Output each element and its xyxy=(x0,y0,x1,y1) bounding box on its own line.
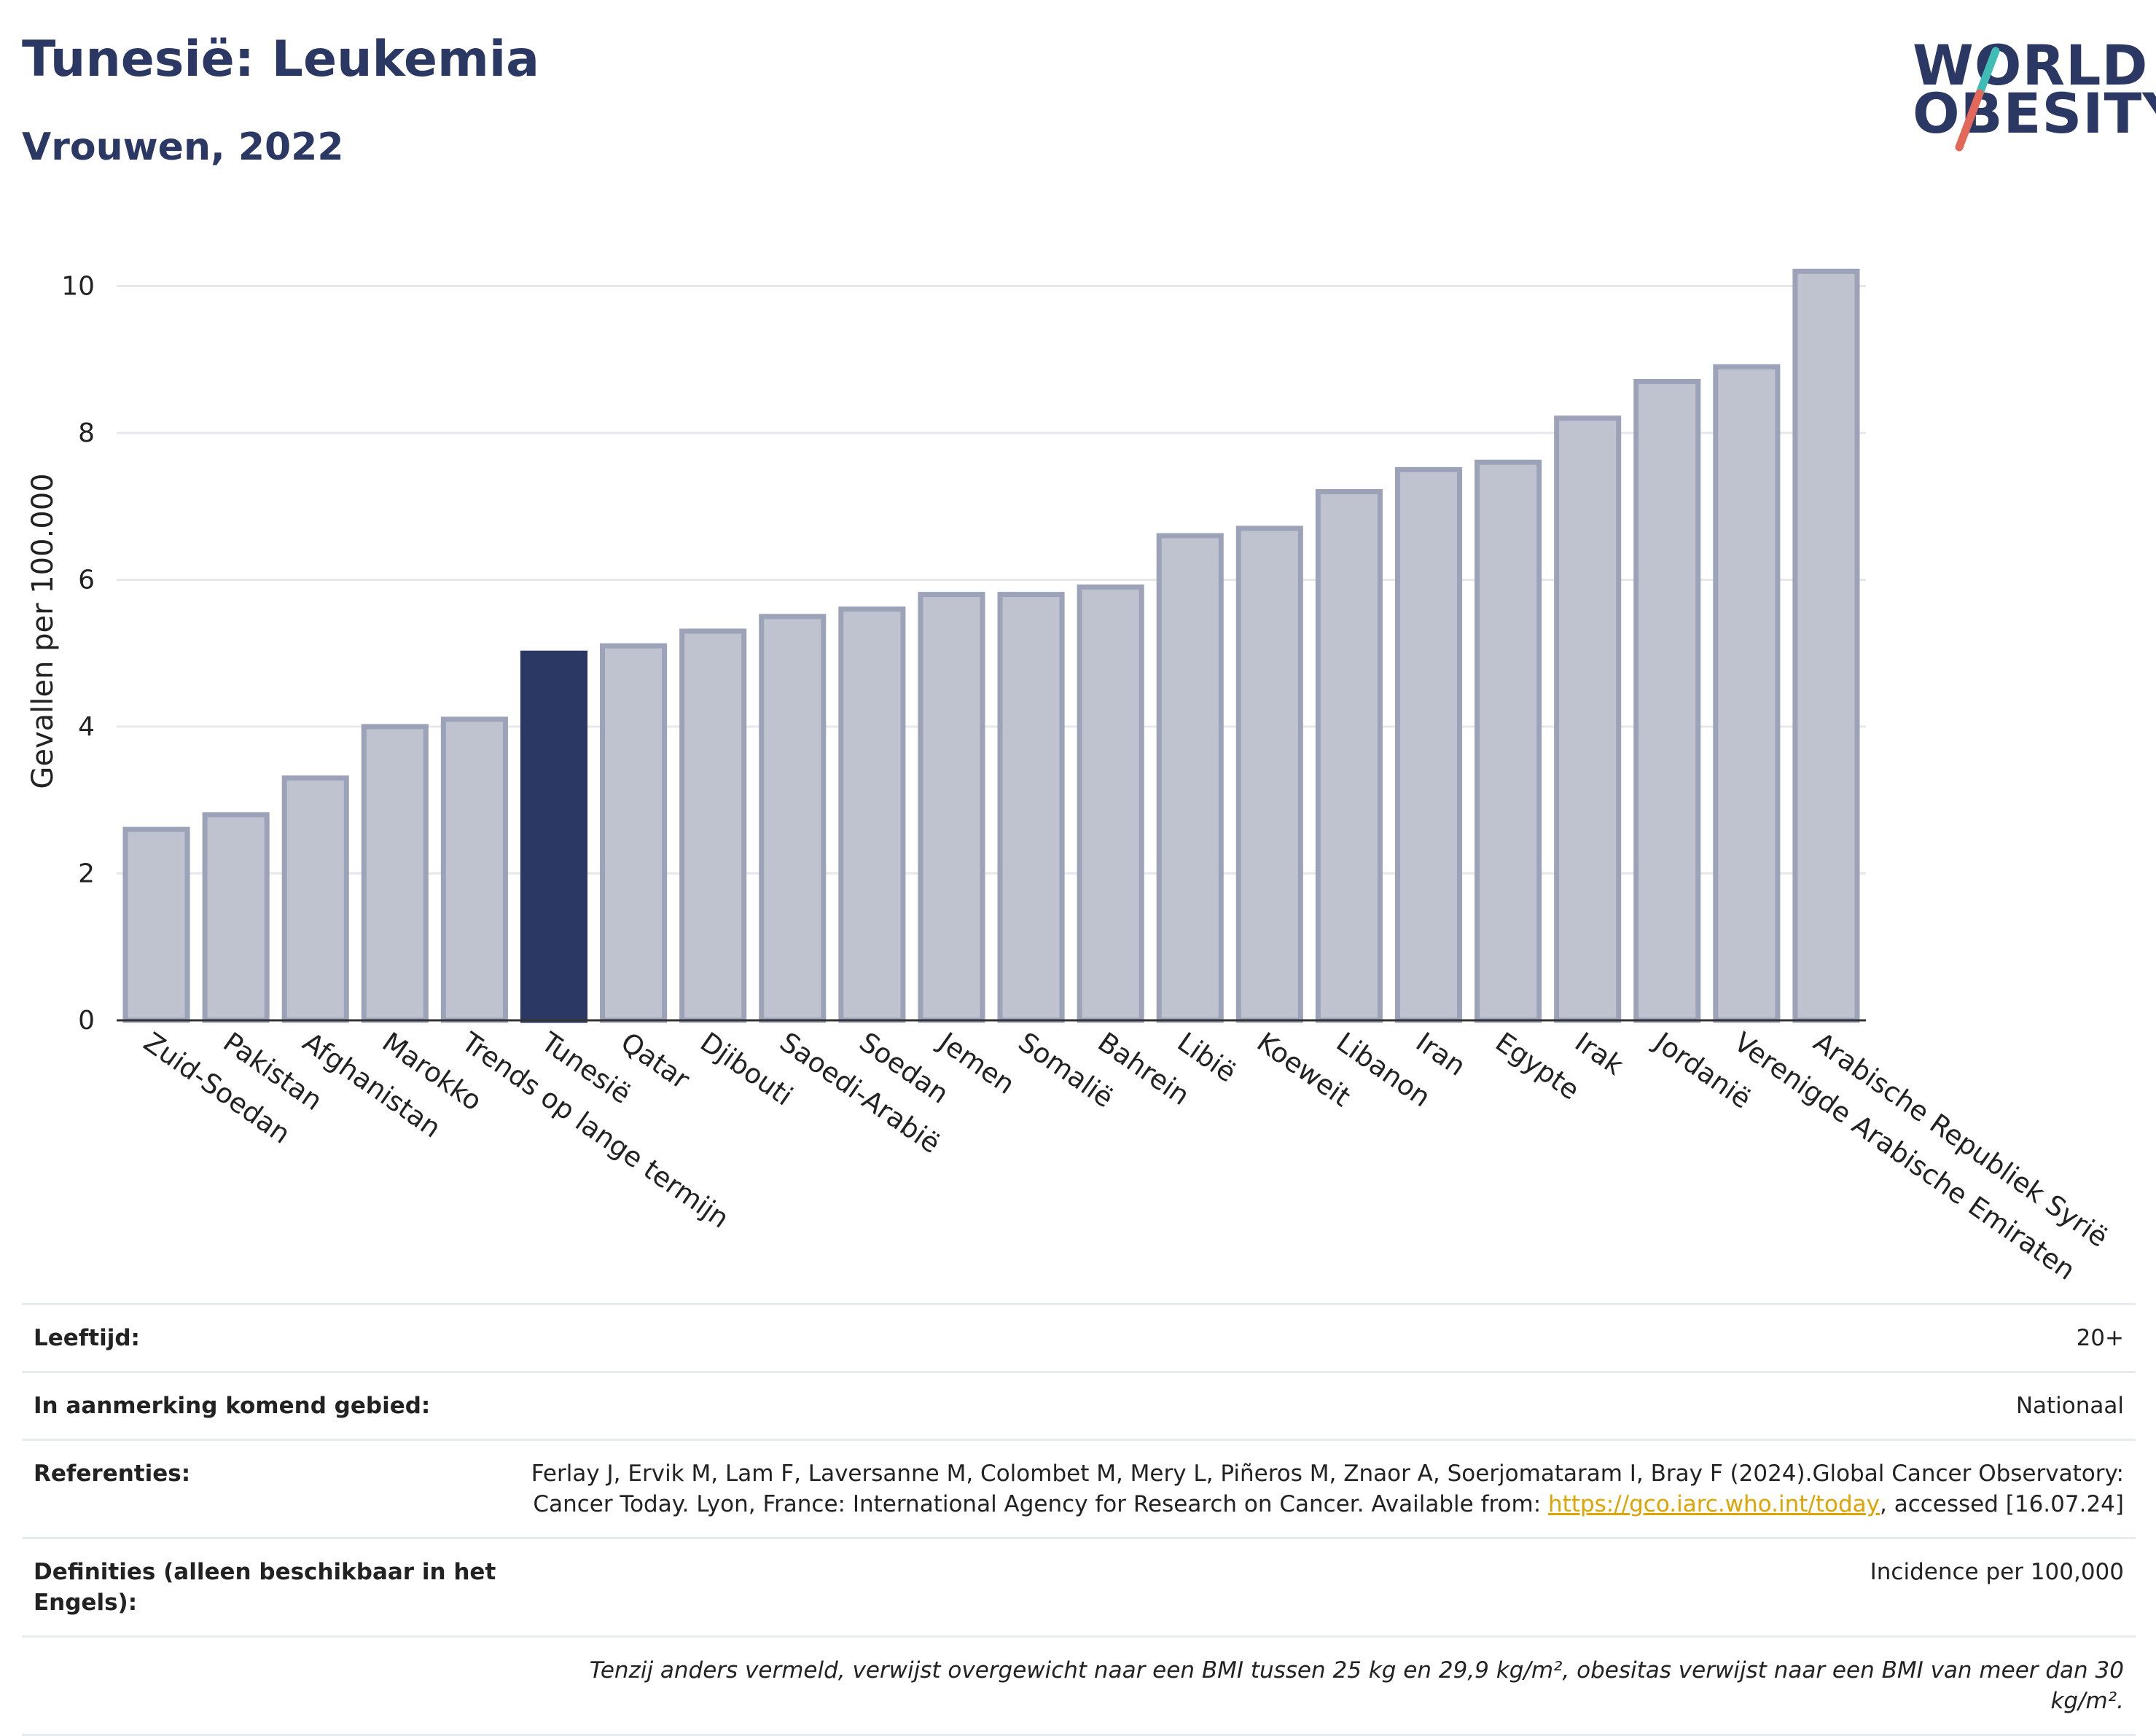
bar xyxy=(122,826,190,1023)
x-tick-label: Arabische Republiek Syrië xyxy=(1808,1026,2113,1254)
y-axis-ticks: 0 2 4 6 8 10 xyxy=(61,271,95,1036)
definitions-label: Definities (alleen beschikbaar in het En… xyxy=(34,1559,496,1616)
bar xyxy=(1713,364,1781,1023)
bar xyxy=(1633,378,1701,1023)
bar xyxy=(997,592,1065,1023)
references-accessed: , accessed [16.07.24] xyxy=(1879,1491,2124,1517)
bar-chart: 0 2 4 6 8 10 Zuid-SoedanPakistanAfghanistanMa… xyxy=(26,268,2114,1283)
y-tick-label: 2 xyxy=(78,859,95,888)
references-text: Ferlay J, Ervik M, Lam F, Laversanne M, … xyxy=(531,1461,2124,1517)
references-value: Ferlay J, Ervik M, Lam F, Laversanne M, … xyxy=(520,1458,2124,1520)
x-axis-ticks: Zuid-SoedanPakistanAfghanistanMarokkoTre… xyxy=(138,1025,2113,1283)
y-tick-label: 6 xyxy=(78,565,95,595)
bar xyxy=(1156,533,1224,1023)
bar xyxy=(281,775,349,1023)
y-tick-label: 4 xyxy=(78,712,95,742)
meta-row-note: Tenzij anders vermeld, verwijst overgewi… xyxy=(22,1635,2136,1736)
bar-highlight xyxy=(520,650,588,1023)
age-label: Leeftijd: xyxy=(34,1325,140,1351)
bar xyxy=(838,606,906,1023)
references-label: Referenties: xyxy=(34,1461,191,1487)
area-label: In aanmerking komend gebied: xyxy=(34,1393,431,1419)
bar xyxy=(1792,268,1860,1023)
page-title: Tunesië: Leukemia xyxy=(22,31,540,88)
bar xyxy=(1235,525,1303,1023)
references-link[interactable]: https://gco.iarc.who.int/today xyxy=(1548,1491,1880,1517)
x-tick-label: Verenigde Arabische Emiraten xyxy=(1728,1026,2081,1283)
meta-row-age: Leeftijd: 20+ xyxy=(22,1303,2136,1371)
bar xyxy=(1077,584,1144,1023)
logo-slash-icon xyxy=(1955,47,2000,152)
bar xyxy=(1315,489,1383,1023)
meta-row-area: In aanmerking komend gebied: Nationaal xyxy=(22,1371,2136,1439)
area-value: Nationaal xyxy=(2015,1393,2124,1419)
bar xyxy=(600,643,668,1023)
bars xyxy=(122,268,1860,1023)
y-tick-label: 10 xyxy=(61,271,95,301)
bar xyxy=(679,628,747,1023)
meta-row-references: Referenties: Ferlay J, Ervik M, Lam F, L… xyxy=(22,1439,2136,1537)
x-tick-label: Irak xyxy=(1569,1026,1630,1082)
bar xyxy=(440,716,508,1023)
y-tick-label: 0 xyxy=(78,1006,95,1036)
metadata-table: Leeftijd: 20+ In aanmerking komend gebie… xyxy=(22,1303,2136,1736)
bar xyxy=(1475,459,1542,1023)
world-obesity-logo: WORLD OBESITY xyxy=(1910,22,2156,160)
bar xyxy=(1554,415,1622,1023)
logo-text-world: WORLD xyxy=(1913,33,2149,98)
meta-row-definitions: Definities (alleen beschikbaar in het En… xyxy=(22,1537,2136,1635)
y-tick-label: 8 xyxy=(78,418,95,448)
age-value: 20+ xyxy=(2076,1325,2124,1351)
x-tick-label: Egypte xyxy=(1490,1026,1585,1106)
bar xyxy=(918,592,985,1023)
bar xyxy=(202,812,270,1023)
definitions-value: Incidence per 100,000 xyxy=(1870,1559,2124,1585)
bar xyxy=(361,724,429,1023)
y-axis-label: Gevallen per 100.000 xyxy=(26,473,60,789)
bar xyxy=(759,614,827,1023)
bmi-note: Tenzij anders vermeld, verwijst overgewi… xyxy=(589,1657,2124,1714)
page-subtitle: Vrouwen, 2022 xyxy=(22,125,344,169)
logo-text-obesity: OBESITY xyxy=(1913,81,2156,146)
bar xyxy=(1394,466,1463,1023)
x-tick-label: Iran xyxy=(1410,1026,1472,1082)
